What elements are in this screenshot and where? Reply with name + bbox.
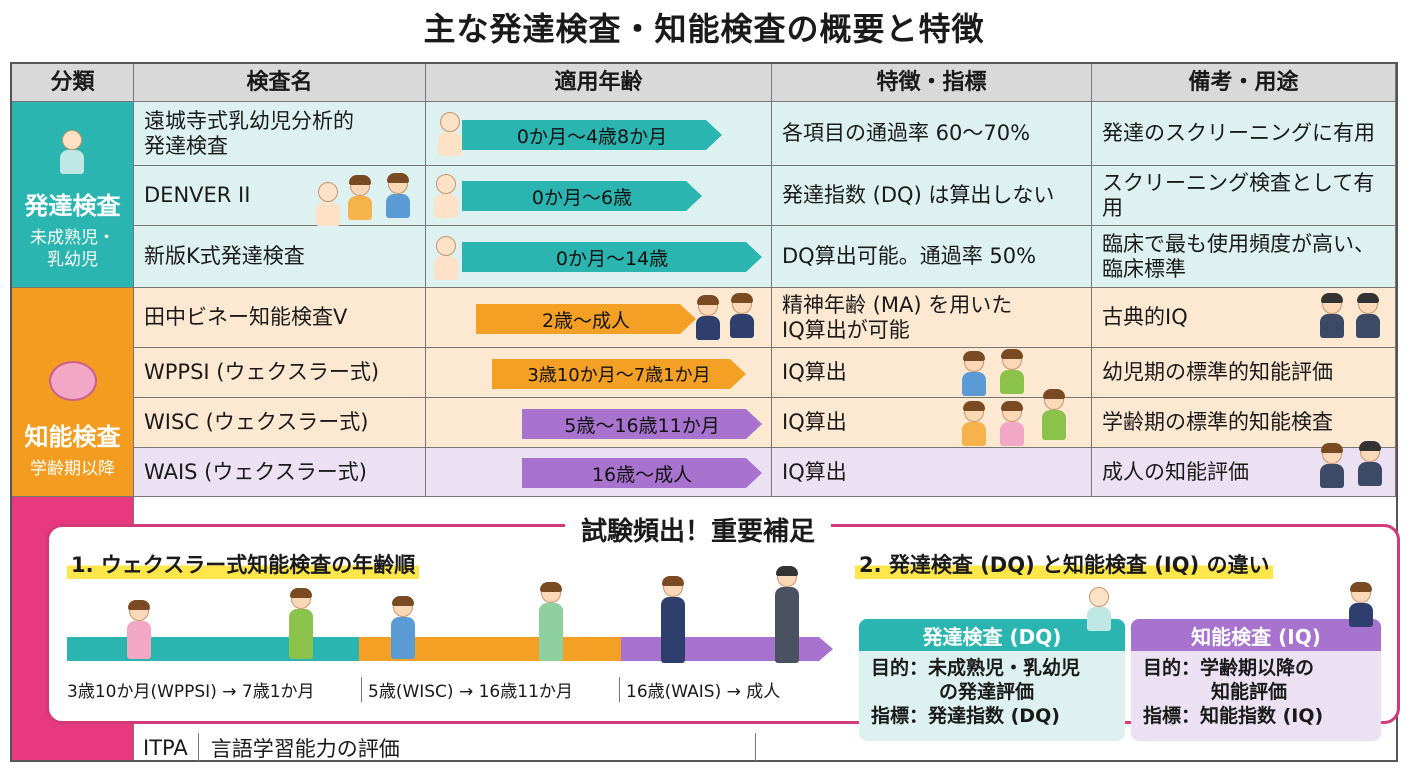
child-icon <box>960 351 988 396</box>
iq-purpose-cont: 知能評価 <box>1211 680 1288 703</box>
adult-icon <box>1356 441 1384 486</box>
supplement-title: 試験頻出！重要補足 <box>565 511 832 548</box>
age-arrow: 0か月〜4歳8か月 <box>462 120 722 150</box>
iq-purpose: 目的：学齢期以降の <box>1143 657 1315 679</box>
feature-cell: IQ算出 <box>772 448 1092 497</box>
note-cell: 幼児期の標準的知能評価 <box>1092 348 1396 398</box>
exam-name: 遠城寺式乳幼児分析的 発達検査 <box>134 102 426 166</box>
exam-desc: 言語学習能力の評価 <box>199 733 756 762</box>
timeline-bar-wais <box>621 637 833 661</box>
age-arrow: 0か月〜6歳 <box>462 181 702 211</box>
student-icon <box>728 293 756 338</box>
child-icon <box>389 596 417 661</box>
itpa-row: ITPA 言語学習能力の評価 <box>133 733 756 762</box>
exam-name: WAIS (ウェクスラー式) <box>134 448 426 497</box>
feature-cell: IQ算出 <box>772 348 1092 398</box>
note-cell: 成人の知能評価 <box>1092 448 1396 497</box>
section2-title: 2. 発達検査 (DQ) と知能検査 (IQ) の違い <box>855 549 1274 579</box>
feature-cell: 各項目の通過率 60〜70% <box>772 102 1092 166</box>
feature-cell: 発達指数 (DQ) は算出しない <box>772 166 1092 226</box>
child-icon <box>384 173 412 218</box>
exam-table: 分類 検査名 適用年齢 特徴・指標 備考・用途 発達検査 未成熟児・ 乳幼児 知… <box>10 62 1398 762</box>
age-arrow: 2歳〜成人 <box>476 304 696 334</box>
age-arrow: 3歳10か月〜7歳1か月 <box>492 359 746 389</box>
header-category: 分類 <box>12 64 134 102</box>
timeline-bar-wppsi <box>67 637 359 661</box>
feature-cell: DQ算出可能。通過率 50% <box>772 226 1092 288</box>
category-label: 発達検査 <box>24 191 121 220</box>
supplement-area: 試験頻出！重要補足 1. ウェクスラー式知能検査の年齢順 3歳10か月(WPPS… <box>10 497 1400 762</box>
adult-icon <box>1354 293 1382 338</box>
note-cell: 発達のスクリーニングに有用 <box>1092 102 1396 166</box>
feature-cell: IQ算出 <box>772 398 1092 448</box>
section1-title: 1. ウェクスラー式知能検査の年齢順 <box>67 549 420 579</box>
age-arrow: 5歳〜16歳11か月 <box>522 409 762 439</box>
baby-icon <box>1085 587 1113 631</box>
baby-icon <box>314 182 342 226</box>
adult-icon <box>773 566 801 665</box>
age-arrow: 16歳〜成人 <box>522 458 762 488</box>
exam-name: 田中ビネー知能検査V <box>134 288 426 348</box>
page-title: 主な発達検査・知能検査の概要と特徴 <box>423 10 985 48</box>
child-icon <box>998 349 1026 394</box>
student-icon <box>694 295 722 340</box>
iq-box-header: 知能検査 (IQ) <box>1131 619 1381 651</box>
header-note: 備考・用途 <box>1092 64 1396 102</box>
child-icon <box>998 401 1026 446</box>
header-feature: 特徴・指標 <box>772 64 1092 102</box>
dq-purpose: 目的：未成熟児・乳幼児 <box>871 657 1081 679</box>
note-cell: 学齢期の標準的知能検査 <box>1092 398 1396 448</box>
header-age: 適用年齢 <box>426 64 772 102</box>
note-cell: 臨床で最も使用頻度が高い、 臨床標準 <box>1092 226 1396 288</box>
student-icon <box>1347 582 1375 627</box>
adult-icon <box>1318 443 1346 488</box>
note-cell: スクリーニング検査として有用 <box>1092 166 1396 226</box>
timeline-label: 5歳(WISC) → 16歳11か月 <box>361 677 573 702</box>
baby-icon <box>58 129 88 176</box>
category-sub: 未成熟児・ 乳幼児 <box>30 227 115 270</box>
dq-purpose-cont: の発達評価 <box>939 680 1035 703</box>
student-icon <box>659 576 687 665</box>
child-icon <box>125 600 153 661</box>
category-intelligence: 知能検査 学齢期以降 <box>12 288 134 497</box>
exam-name: WPPSI (ウェクスラー式) <box>134 348 426 398</box>
feature-cell: 精神年齢 (MA) を用いた IQ算出が可能 <box>772 288 1092 348</box>
exam-name: WISC (ウェクスラー式) <box>134 398 426 448</box>
exam-name: ITPA <box>133 733 199 762</box>
dq-box-header: 発達検査 (DQ) <box>859 619 1125 651</box>
baby-icon <box>432 236 460 280</box>
exam-name: DENVER II <box>134 166 426 226</box>
supplement-panel: 試験頻出！重要補足 1. ウェクスラー式知能検査の年齢順 3歳10か月(WPPS… <box>46 511 1400 741</box>
child-icon <box>346 175 374 220</box>
student-icon <box>537 582 565 663</box>
timeline-label: 16歳(WAIS) → 成人 <box>619 677 780 702</box>
timeline-label: 3歳10か月(WPPSI) → 7歳1か月 <box>67 682 315 702</box>
category-sub: 学齢期以降 <box>30 458 115 479</box>
exam-name: 新版K式発達検査 <box>134 226 426 288</box>
iq-box: 知能検査 (IQ) 目的：学齢期以降の 知能評価 指標：知能指数 (IQ) <box>1131 619 1381 741</box>
baby-icon <box>436 112 464 156</box>
note-cell: 古典的IQ <box>1092 288 1396 348</box>
iq-index: 指標：知能指数 (IQ) <box>1143 704 1324 727</box>
dq-index: 指標：発達指数 (DQ) <box>871 704 1060 727</box>
category-label: 知能検査 <box>24 422 121 451</box>
brain-icon <box>48 360 97 401</box>
adult-icon <box>1318 293 1346 338</box>
header-name: 検査名 <box>134 64 426 102</box>
baby-icon <box>432 174 460 218</box>
child-icon <box>287 588 315 661</box>
child-icon <box>1040 389 1068 440</box>
child-icon <box>960 401 988 446</box>
dq-box: 発達検査 (DQ) 目的：未成熟児・乳幼児 の発達評価 指標：発達指数 (DQ) <box>859 619 1125 741</box>
category-development: 発達検査 未成熟児・ 乳幼児 <box>12 102 134 288</box>
age-arrow: 0か月〜14歳 <box>462 242 762 272</box>
